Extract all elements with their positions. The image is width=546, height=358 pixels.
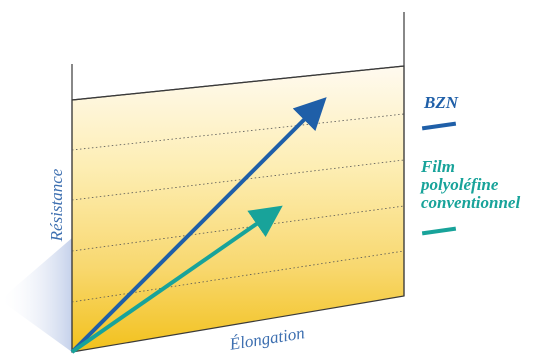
legend-label-film-line3: conventionnel: [421, 193, 520, 212]
frame-top: [71, 65, 405, 101]
chart-panel: [71, 65, 405, 353]
legend-swatch-film: [421, 226, 457, 236]
legend-swatch-bzn: [421, 121, 457, 131]
series-arrow-1: [70, 205, 283, 354]
series-arrow-0: [70, 97, 327, 354]
legend-label-film-line2: polyoléfine: [419, 175, 499, 194]
legend: BZN Film polyoléfine conventionnel: [419, 93, 520, 236]
y-axis-label: Résistance: [47, 168, 66, 242]
series-layer: [70, 97, 327, 354]
x-axis-label: Élongation: [227, 323, 306, 354]
legend-label-bzn: BZN: [423, 93, 459, 112]
side-shadow: [0, 238, 72, 352]
legend-label-film-line1: Film: [420, 157, 455, 176]
